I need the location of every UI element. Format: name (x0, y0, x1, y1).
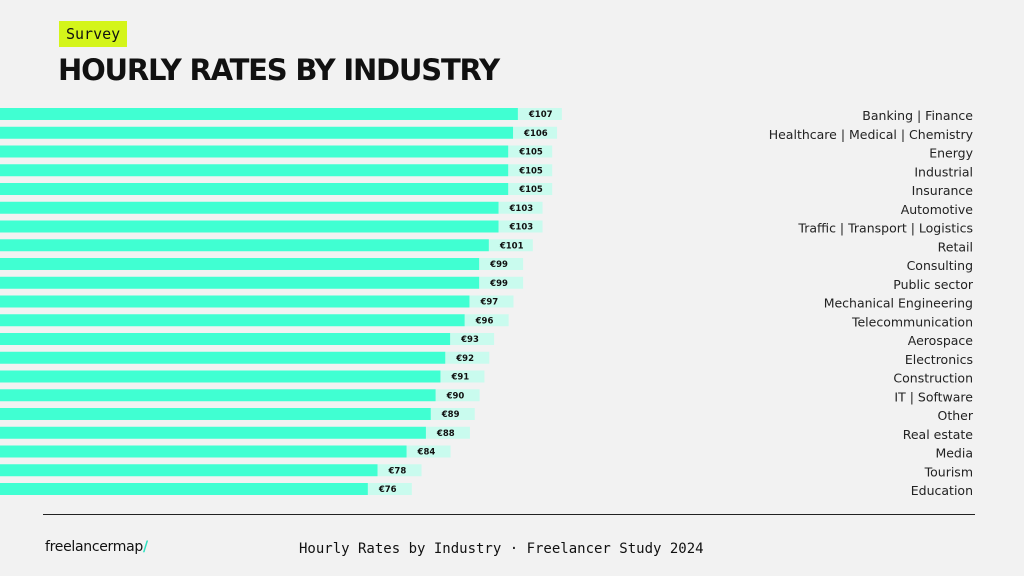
page-title: HOURLY RATES BY INDUSTRY (58, 53, 500, 87)
bar-label-bg (377, 464, 422, 477)
bar-label-bg (445, 351, 490, 364)
bar (0, 483, 368, 495)
category-label: Insurance (912, 183, 974, 198)
bar-value-label: €99 (489, 279, 508, 289)
bar-chart: €107 Banking | Finance €106 Healthcare | Me… (0, 108, 974, 498)
bar-value-label: €103 (509, 223, 534, 233)
category-label: Retail (938, 239, 973, 254)
category-label: Industrial (914, 164, 973, 179)
bar-label-bg (425, 426, 470, 439)
bar (0, 445, 407, 458)
bar (0, 201, 499, 214)
bar (0, 314, 465, 327)
bar (0, 220, 499, 233)
bar (0, 164, 509, 177)
bar-value-label: €105 (518, 148, 543, 158)
bar-value-label: €105 (518, 166, 543, 176)
category-label: Traffic | Transport | Logistics (797, 221, 973, 236)
bar-value-label: €91 (450, 373, 469, 383)
category-label: Consulting (907, 258, 973, 273)
bar-value-label: €92 (455, 354, 474, 364)
bar (0, 351, 446, 364)
bar (0, 108, 518, 120)
bar-label-bg (450, 333, 495, 345)
bar-value-label: €99 (489, 260, 508, 270)
category-label: Energy (929, 146, 973, 161)
category-label: Education (911, 483, 973, 498)
bar (0, 389, 436, 402)
category-label: Banking | Finance (862, 108, 973, 123)
bar-value-label: €84 (417, 448, 436, 458)
bar (0, 145, 509, 158)
bar (0, 370, 441, 383)
bar-value-label: €88 (436, 429, 455, 439)
bar-label-bg (508, 145, 553, 158)
footer-caption: Hourly Rates by Industry · Freelancer St… (299, 541, 704, 557)
category-label: Media (935, 446, 973, 461)
category-label: Aerospace (908, 333, 974, 348)
bar-label-bg (464, 314, 509, 327)
bar-value-label: €78 (388, 466, 407, 476)
bar-label-bg (406, 445, 451, 458)
bar-value-label: €76 (378, 485, 397, 495)
bar-label-bg (367, 483, 412, 495)
category-label: Electronics (905, 352, 973, 367)
category-label: Healthcare | Medical | Chemistry (769, 127, 974, 142)
bar-value-label: €90 (446, 391, 465, 401)
bar (0, 258, 480, 270)
bar-label-bg (479, 258, 524, 270)
bar-label-bg (498, 201, 543, 214)
bar-label-bg (513, 126, 558, 139)
bar-label-bg (435, 389, 480, 402)
bar-value-label: €107 (528, 110, 553, 120)
bar (0, 183, 509, 195)
bar-value-label: €103 (509, 204, 534, 214)
survey-tag: Survey (59, 21, 128, 47)
bar-label-bg (479, 276, 524, 289)
category-label: Automotive (901, 202, 974, 217)
bar (0, 276, 480, 289)
category-label: IT | Software (894, 389, 973, 404)
bar (0, 295, 470, 308)
bar-value-label: €105 (518, 185, 543, 195)
bar-value-label: €96 (475, 316, 494, 326)
bar-value-label: €93 (460, 335, 479, 345)
category-label: Construction (893, 371, 973, 386)
category-label: Public sector (893, 277, 974, 292)
bar (0, 464, 378, 477)
footer-divider (43, 514, 975, 515)
bar (0, 408, 431, 420)
category-label: Other (938, 408, 974, 423)
bar-label-bg (469, 295, 514, 308)
bar-label-bg (508, 164, 553, 177)
bar-label-bg (440, 370, 485, 383)
category-label: Tourism (924, 464, 973, 479)
bar-label-bg (508, 183, 553, 195)
brand-logo: freelancermap/ (45, 539, 148, 555)
bar-value-label: €97 (479, 298, 498, 308)
category-label: Telecommunication (851, 314, 973, 329)
bar-label-bg (517, 108, 562, 120)
bar (0, 333, 451, 345)
bar-label-bg (498, 220, 543, 233)
bar-value-label: €106 (523, 129, 548, 139)
bar-value-label: €89 (441, 410, 460, 420)
category-label: Mechanical Engineering (824, 296, 973, 311)
category-label: Real estate (903, 427, 974, 442)
bar (0, 239, 489, 252)
bar-label-bg (430, 408, 475, 420)
bar (0, 126, 514, 139)
bar-label-bg (488, 239, 533, 252)
bar-value-label: €101 (499, 241, 524, 251)
bar (0, 426, 426, 439)
